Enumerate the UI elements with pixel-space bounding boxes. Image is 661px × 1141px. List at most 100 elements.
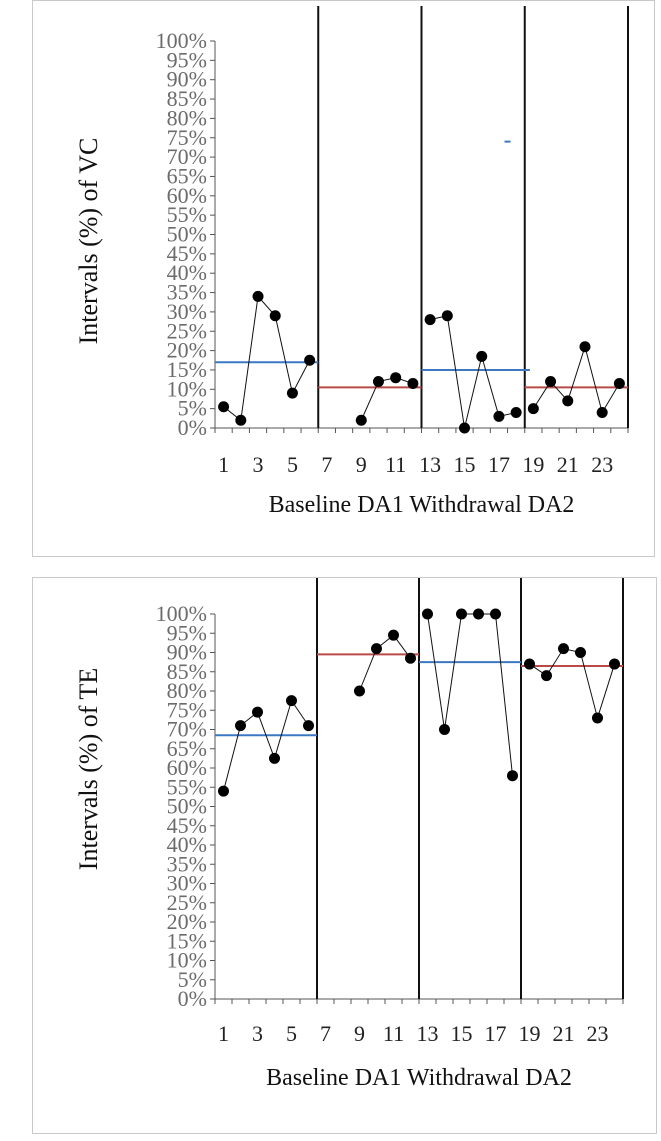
te-data-point [354,685,365,697]
te-y-tick-label: 25% [167,890,207,915]
vc-data-point [527,403,539,415]
te-data-point [422,608,433,620]
vc-y-tick-label: 75% [167,125,207,150]
te-x-tick-label: 11 [383,1021,404,1046]
te-y-tick-label: 85% [167,659,207,684]
vc-data-point [459,422,471,434]
te-x-tick-label: 13 [417,1021,439,1046]
te-data-point [218,785,229,797]
te-x-tick-label: 5 [286,1021,297,1046]
te-data-point [524,658,535,670]
vc-y-tick-label: 85% [167,86,207,111]
te-x-tick-label: 19 [519,1021,541,1046]
vc-data-point [493,410,505,422]
te-y-tick-label: 0% [178,986,207,1011]
te-y-tick-label: 60% [167,755,207,780]
vc-series-line [223,295,311,422]
te-x-tick-label: 7 [320,1021,331,1046]
vc-y-tick-label: 15% [167,357,207,382]
te-x-tick-label: 1 [218,1021,229,1046]
vc-y-tick-label: 40% [167,260,207,285]
vc-data-point [304,354,316,366]
te-data-point [439,724,450,735]
vc-x-tick-label: 17 [488,452,510,477]
te-x-tick-label: 23 [587,1021,609,1046]
vc-y-tick-label: 55% [167,202,207,227]
vc-y-tick-label: 45% [167,241,207,266]
vc-x-tick-label: 13 [419,452,441,477]
vc-x-tick-label: 19 [522,452,544,477]
vc-x-tick-label: 3 [253,452,264,477]
vc-data-point [476,350,488,362]
te-x-tick-label: 9 [354,1021,365,1046]
te-data-point [541,670,552,682]
te-y-tick-label: 5% [178,967,207,992]
te-data-point [456,608,467,620]
vc-data-point [269,310,281,322]
te-y-tick-label: 65% [167,736,207,761]
te-data-point [609,658,620,670]
te-data-point [371,643,382,655]
vc-data-point [424,314,436,326]
vc-y-tick-label: 50% [167,222,207,247]
vc-y-tick-label: 100% [156,28,207,53]
vc-y-tick-label: 5% [178,396,207,421]
te-y-tick-label: 40% [167,832,207,857]
vc-x-tick-label: 9 [356,452,367,477]
te-chart-panel: 0% 5% 10% 15% 20% 25% 30% 35% 40% 45% 50% 55% 60% 65%… [32,577,657,1134]
te-series-line [359,634,411,692]
te-x-tick-label: 15 [451,1021,473,1046]
te-phase-labels: Baseline DA1 Withdrawal DA2 [266,1065,572,1091]
te-y-tick-label: 100% [156,601,207,626]
vc-y-tick-label: 65% [167,163,207,188]
te-series-line [223,699,309,792]
vc-y-tick-label: 35% [167,280,207,305]
te-x-tick-label: 21 [553,1021,575,1046]
vc-data-point [510,407,522,419]
te-data-point [303,720,314,732]
te-data-point [286,695,297,707]
vc-y-tick-label: 90% [167,67,207,92]
vc-data-point [596,407,608,419]
te-data-point [558,643,569,655]
te-y-axis-label: Intervals (%) of TE [74,668,103,870]
te-x-tick-label: 17 [485,1021,507,1046]
vc-chart: 0%5%10%15%20%25%30%35%40%45%50%55%60%65%… [74,6,629,518]
vc-y-tick-label: 30% [167,299,207,324]
vc-y-tick-label: 70% [167,144,207,169]
vc-x-tick-label: 21 [557,452,579,477]
vc-data-point [235,414,247,426]
te-data-point [592,712,603,724]
vc-data-point [562,395,574,407]
vc-series-line [360,377,414,421]
vc-data-point [545,376,557,388]
te-data-point [473,608,484,620]
vc-data-point [390,372,402,384]
te-y-tick-label: 20% [167,909,207,934]
vc-x-tick-label: 23 [591,452,613,477]
vc-x-tick-label: 15 [454,452,476,477]
vc-y-tick-label: 0% [178,415,207,440]
te-data-point [235,720,246,732]
te-data-point [405,652,416,664]
vc-data-point [441,310,453,322]
vc-data-point [372,376,384,388]
vc-y-tick-label: 95% [167,47,207,72]
te-chart: 0%5%10%15%20%25%30%35%40%45%50%55%60%65%… [74,578,624,1091]
te-series-line [427,613,513,776]
vc-chart-panel: 0% 5% 10% 15% 20% 25% 30% 35% 40% 45% 50% 55% 60% 65%… [32,0,655,557]
te-y-tick-label: 30% [167,871,207,896]
te-data-point [269,752,280,764]
vc-data-point [613,377,625,389]
vc-x-tick-label: 7 [321,452,332,477]
vc-x-tick-label: 1 [218,452,229,477]
vc-y-tick-label: 10% [167,376,207,401]
vc-data-point [407,377,419,389]
vc-data-point [579,341,591,353]
te-x-tick-label: 3 [252,1021,263,1046]
vc-data-point [218,401,230,413]
te-y-tick-label: 75% [167,697,207,722]
vc-y-tick-label: 25% [167,318,207,343]
te-y-tick-label: 80% [167,678,207,703]
vc-x-tick-label: 11 [385,452,406,477]
